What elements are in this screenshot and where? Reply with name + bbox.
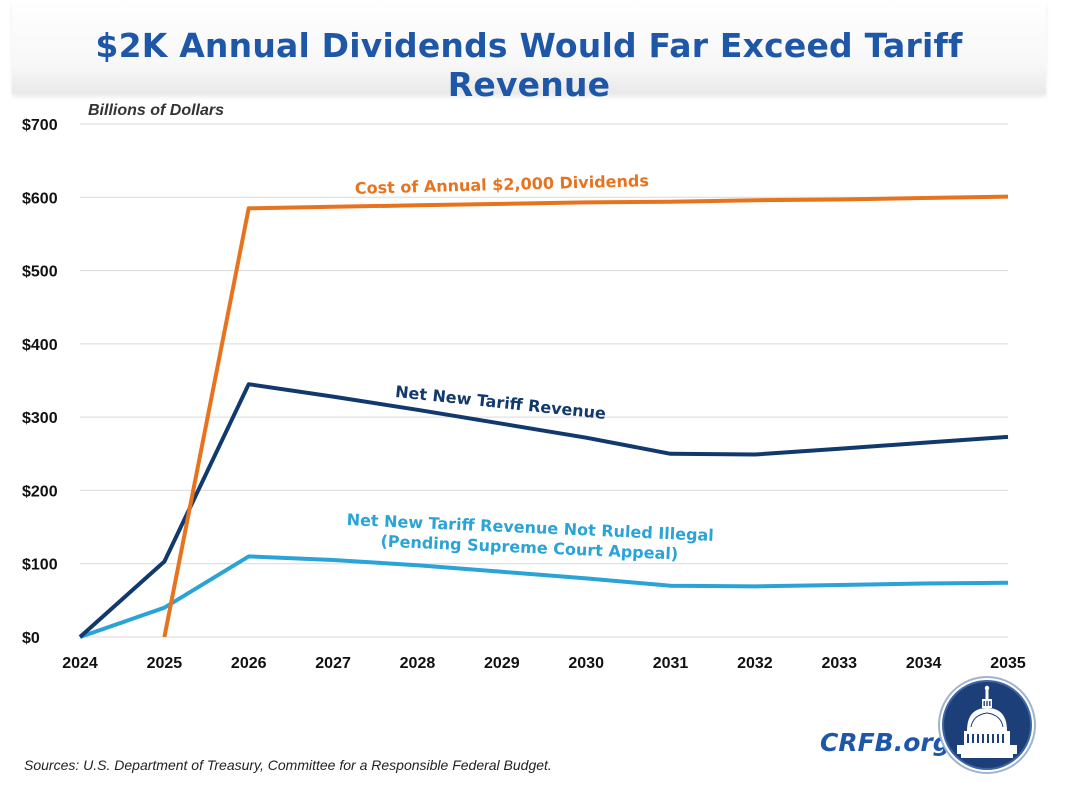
data-series bbox=[78, 194, 1009, 639]
x-tick-label: 2030 bbox=[568, 655, 604, 672]
x-tick-label: 2032 bbox=[737, 655, 773, 672]
y-tick-label: $600 bbox=[22, 190, 58, 207]
x-tick-label: 2024 bbox=[62, 655, 98, 672]
y-axis-tick-labels: $0 $100 $200 $300 $400 $500 $600 $700 bbox=[22, 117, 58, 647]
x-tick-label: 2033 bbox=[821, 655, 857, 672]
y-tick-label: $0 bbox=[22, 630, 40, 647]
x-tick-label: 2034 bbox=[906, 655, 942, 672]
y-tick-label: $200 bbox=[22, 483, 58, 500]
y-tick-label: $500 bbox=[22, 264, 58, 281]
chart-title: $2K Annual Dividends Would Far Exceed Ta… bbox=[95, 26, 963, 104]
series-labels: Cost of Annual $2,000 Dividends Net New T… bbox=[345, 171, 714, 565]
label-not-ruled-illegal: Net New Tariff Revenue Not Ruled Illegal… bbox=[345, 510, 714, 565]
x-tick-label: 2025 bbox=[147, 655, 183, 672]
line-dividends bbox=[162, 194, 1009, 638]
x-tick-label: 2031 bbox=[653, 655, 689, 672]
series-label-line: Cost of Annual $2,000 Dividends bbox=[355, 171, 649, 198]
capitol-dome-seal-icon bbox=[938, 676, 1036, 774]
y-tick-label: $100 bbox=[22, 557, 58, 574]
y-tick-label: $400 bbox=[22, 337, 58, 354]
x-axis-tick-labels: 2024 2025 2026 2027 2028 2029 2030 2031 2032 2033… bbox=[62, 655, 1026, 672]
x-tick-label: 2035 bbox=[990, 655, 1026, 672]
line-net-new-tariff-revenue bbox=[78, 382, 1009, 639]
y-tick-label: $300 bbox=[22, 410, 58, 427]
sources-note: Sources: U.S. Department of Treasury, Co… bbox=[24, 757, 552, 773]
x-tick-label: 2026 bbox=[231, 655, 267, 672]
title-band: $2K Annual Dividends Would Far Exceed Ta… bbox=[12, 0, 1046, 104]
x-tick-label: 2029 bbox=[484, 655, 520, 672]
y-axis-label: Billions of Dollars bbox=[88, 102, 224, 119]
line-not-ruled-illegal bbox=[79, 554, 1009, 639]
x-tick-label: 2028 bbox=[400, 655, 436, 672]
x-tick-label: 2027 bbox=[315, 655, 351, 672]
y-tick-label: $700 bbox=[22, 117, 58, 134]
brand-link[interactable]: CRFB.org bbox=[820, 728, 951, 757]
label-dividends: Cost of Annual $2,000 Dividends bbox=[355, 171, 649, 198]
